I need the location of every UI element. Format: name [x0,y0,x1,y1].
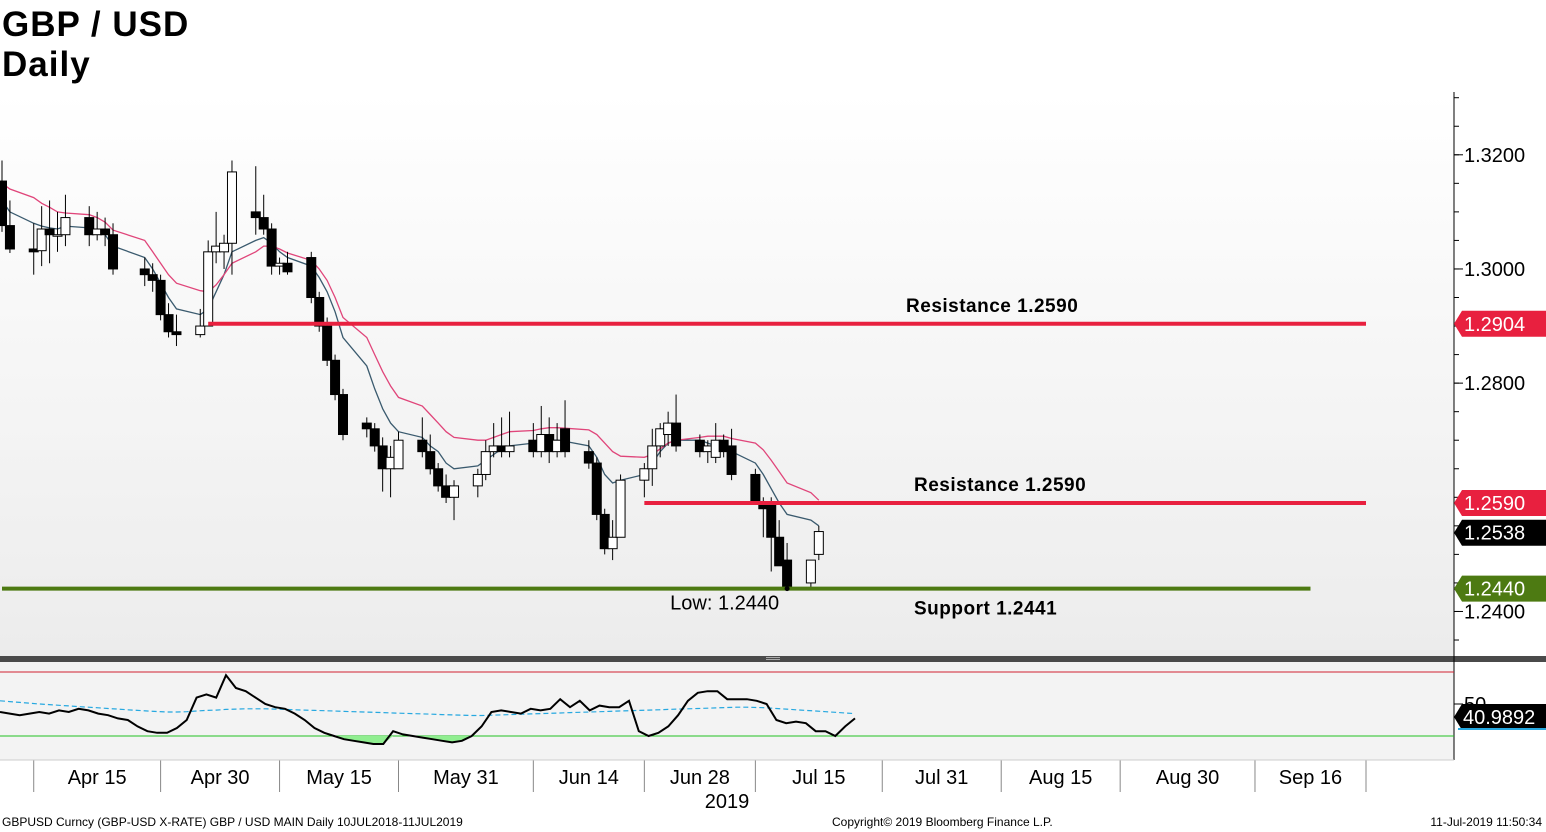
candle-down [171,331,182,336]
candle-down [433,468,444,487]
candle-down [4,225,15,250]
candle-down [0,180,7,227]
candle-down [139,268,150,276]
candle-down [369,428,380,447]
candle-up [647,445,658,470]
rsi-panel-background [0,662,1454,760]
candle-down [774,536,785,567]
level-annotation: Resistance 1.2590 [906,296,1078,317]
candle-up [504,445,515,453]
candle-up [615,479,626,538]
date-axis-tick-label: Aug 15 [1029,767,1092,789]
candle-down [258,217,269,230]
date-axis-tick-label: Apr 30 [191,767,250,789]
rsi-value-tag [1454,704,1546,730]
candle-down [425,451,436,470]
level-annotation: Support 1.2441 [914,599,1057,620]
candle-up [607,536,618,550]
rsi-value-tag-label: 40.9892 [1463,707,1535,729]
candle-up [472,473,483,487]
rsi-line [0,673,856,745]
low-annotation: Low: 1.2440 [670,593,779,615]
date-axis-tick-label: Jul 31 [915,767,968,789]
candle-down [361,422,372,430]
candle-down [599,513,610,550]
candle-up [52,234,63,237]
candle-down [250,211,261,219]
candle-up [813,531,824,555]
date-axis-tick-label: Apr 15 [68,767,127,789]
price-tag [1454,310,1546,337]
candle-down [306,257,317,299]
date-axis-tick-label: Aug 30 [1156,767,1219,789]
candle-up [226,171,237,244]
candle-down [155,279,166,316]
panel-divider-grip [766,657,780,658]
price-tag [1454,490,1546,517]
candle-down [108,234,119,270]
candle-down [560,428,571,453]
candle-up [480,451,491,475]
date-axis-tick-label: Sep 16 [1279,767,1342,789]
date-axis-tick-label: Jun 14 [559,767,619,789]
candle-up [655,428,666,447]
price-axis-tick-label: 1.3000 [1464,259,1525,281]
date-axis-year-label: 2019 [705,791,750,813]
price-axis-tick-label: 1.2800 [1464,373,1525,395]
chart-title: GBP / USD [2,5,190,44]
candle-down [591,462,602,515]
candle-up [36,228,47,252]
footer-timestamp: 11-Jul-2019 11:50:34 [1430,815,1542,829]
price-tag-label: 1.2590 [1464,493,1525,515]
candle-down [314,297,325,327]
price-panel-background [0,92,1454,656]
candle-down [782,559,793,590]
date-axis-tick-label: Jul 15 [792,767,845,789]
level-annotation: Resistance 1.2590 [914,475,1086,496]
candle-down [330,359,341,396]
candle-up [393,439,404,470]
candle-down [417,439,428,453]
candle-down [282,262,293,273]
candle-down [163,314,174,333]
candle-down [766,502,777,538]
candle-down [44,228,55,236]
candle-down [671,422,682,447]
price-tag-label: 1.2440 [1464,579,1525,601]
candle-down [266,228,277,267]
candle-up [639,468,650,481]
footer-copyright: Copyright© 2019 Bloomberg Finance L.P. [832,815,1053,829]
candle-down [147,274,158,281]
candle-up [449,485,460,498]
price-tag [1454,575,1546,602]
date-axis-tick-label: May 15 [306,767,372,789]
candle-down [583,451,594,464]
date-axis-tick-label: May 31 [433,767,499,789]
candle-down [750,473,761,504]
candle-down [84,217,95,236]
low-marker [784,586,790,592]
price-tag-label: 1.2904 [1464,314,1525,336]
rsi-value-tag-underline [1458,728,1546,730]
candle-up [203,251,214,327]
footer-security-info: GBPUSD Curncy (GBP-USD X-RATE) GBP / USD… [2,815,463,829]
price-axis-tick-label: 1.2400 [1464,601,1525,623]
candle-down [338,394,348,436]
date-axis-tick-label: Jun 28 [670,767,730,789]
candle-down [726,445,737,475]
candle-down [322,325,333,361]
candle-up [219,242,230,253]
candle-up [195,325,206,336]
panel-divider-grip [766,659,780,660]
candle-down [100,228,111,236]
candle-up [60,217,71,236]
price-tag [1454,519,1546,546]
rsi-signal-line [0,700,856,717]
price-axis-tick-label: 1.3200 [1464,145,1525,167]
candle-up [805,559,816,584]
price-tag-label: 1.2538 [1464,523,1525,545]
chart-subtitle: Daily [2,45,91,84]
